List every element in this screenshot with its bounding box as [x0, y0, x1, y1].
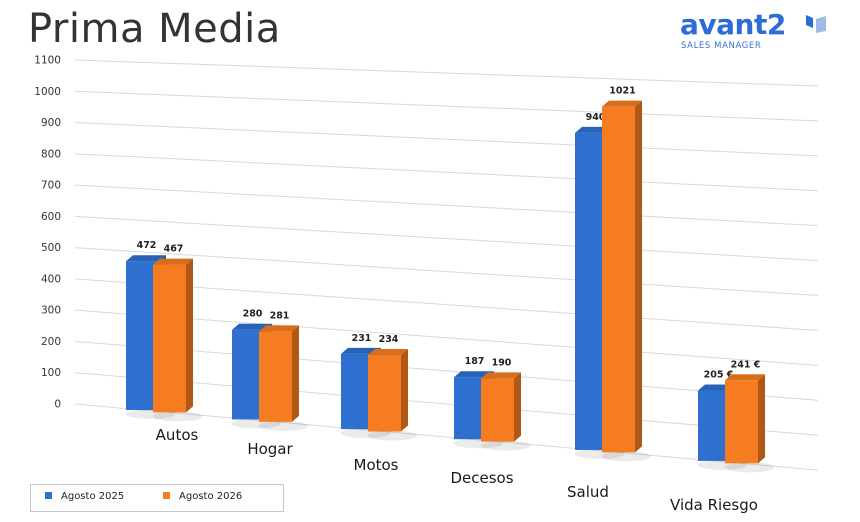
brand-logo: avant2 SALES MANAGER — [680, 10, 840, 56]
bar-top-agosto-2025-autos — [126, 255, 166, 262]
legend-label-agosto-2026: Agosto 2026 — [179, 491, 243, 502]
gridline-200 — [74, 340, 819, 401]
gridline-800 — [74, 153, 819, 192]
bar-side-agosto-2026-decesos — [514, 372, 521, 442]
bar-shadow — [480, 440, 531, 451]
bar-shadow — [367, 430, 418, 441]
x-category-label-hogar: Hogar — [247, 440, 293, 458]
gridline-700 — [74, 184, 819, 227]
y-tick-label: 200 — [41, 336, 61, 348]
logo-wordmark: avant2 — [680, 8, 786, 41]
y-tick-label: 100 — [41, 367, 61, 379]
y-tick-label: 800 — [41, 148, 61, 160]
bar-top-agosto-2026-decesos — [481, 372, 521, 379]
gridline-100 — [74, 372, 819, 436]
gridline-1000 — [74, 90, 819, 122]
bar-side-agosto-2026-vida-riesgo — [758, 374, 765, 464]
bar-top-agosto-2026-autos — [153, 258, 193, 265]
bar-side-agosto-2026-motos — [401, 349, 408, 432]
bar-top-agosto-2025-decesos — [454, 371, 494, 378]
gridline-500 — [74, 247, 819, 297]
bar-agosto-2026-motos — [368, 355, 401, 432]
data-label-agosto-2025-motos: 231 — [352, 333, 372, 344]
data-label-agosto-2026-decesos: 190 — [492, 357, 512, 368]
bar-top-agosto-2026-salud — [602, 100, 642, 107]
legend-item-agosto-2026: Agosto 2026 — [163, 491, 242, 502]
y-tick-label: 1000 — [34, 86, 61, 98]
data-label-agosto-2025-autos: 472 — [137, 240, 157, 251]
data-label-agosto-2026-salud: 1021 — [609, 86, 635, 97]
bar-shadow — [258, 420, 309, 431]
y-tick-label: 0 — [54, 399, 61, 411]
bar-agosto-2026-decesos — [481, 378, 514, 442]
x-category-label-salud: Salud — [567, 483, 609, 501]
bar-top-agosto-2026-vida-riesgo — [725, 374, 765, 381]
bar-side-agosto-2026-autos — [186, 258, 193, 413]
data-label-agosto-2025-salud: 940 — [586, 112, 606, 123]
data-label-agosto-2025-vida-riesgo: 205 € — [704, 370, 734, 381]
legend-item-agosto-2025: Agosto 2025 — [45, 491, 124, 502]
gridline-900 — [74, 122, 819, 157]
y-tick-label: 700 — [41, 180, 61, 192]
gridline-300 — [74, 309, 819, 366]
chart-title: Prima Media — [28, 6, 281, 52]
bar-shadow — [152, 411, 203, 422]
y-tick-label: 500 — [41, 242, 61, 254]
bar-side-agosto-2026-salud — [635, 100, 642, 453]
x-category-label-vida-riesgo: Vida Riesgo — [670, 496, 758, 514]
gridline-0 — [74, 403, 819, 471]
bar-shadow — [601, 451, 652, 462]
y-tick-label: 300 — [41, 305, 61, 317]
data-label-agosto-2026-motos: 234 — [379, 334, 399, 345]
logo-mark-icon — [806, 15, 826, 33]
gridline-600 — [74, 215, 819, 262]
bar-top-agosto-2026-hogar — [259, 325, 299, 332]
y-tick-label: 400 — [41, 273, 61, 285]
gridline-400 — [74, 278, 819, 331]
y-tick-label: 600 — [41, 211, 61, 223]
x-category-label-decesos: Decesos — [450, 469, 513, 487]
x-category-label-autos: Autos — [156, 426, 199, 444]
legend-swatch-agosto-2026 — [163, 492, 170, 499]
bar-agosto-2026-salud — [602, 106, 635, 453]
chart-legend: Agosto 2025 Agosto 2026 — [30, 484, 284, 512]
gridline-1100 — [74, 59, 819, 87]
legend-label-agosto-2025: Agosto 2025 — [61, 491, 125, 502]
data-label-agosto-2026-autos: 467 — [164, 244, 184, 255]
data-label-agosto-2025-hogar: 280 — [243, 309, 263, 320]
bar-top-agosto-2026-motos — [368, 349, 408, 356]
bar-top-agosto-2025-hogar — [232, 323, 272, 330]
data-label-agosto-2026-hogar: 281 — [270, 310, 290, 321]
x-category-label-motos: Motos — [354, 456, 399, 474]
bar-agosto-2026-autos — [153, 264, 186, 413]
bar-agosto-2026-hogar — [259, 331, 292, 422]
bar-shadow — [724, 462, 775, 473]
legend-swatch-agosto-2025 — [45, 492, 52, 499]
bar-side-agosto-2026-hogar — [292, 325, 299, 422]
logo-subtitle: SALES MANAGER — [681, 41, 762, 51]
data-label-agosto-2026-vida-riesgo: 241 € — [731, 359, 761, 370]
data-label-agosto-2025-decesos: 187 — [465, 356, 485, 367]
bar-top-agosto-2025-motos — [341, 347, 381, 354]
y-tick-label: 1100 — [34, 55, 61, 67]
bar-agosto-2026-vida-riesgo — [725, 380, 758, 464]
y-tick-label: 900 — [41, 117, 61, 129]
